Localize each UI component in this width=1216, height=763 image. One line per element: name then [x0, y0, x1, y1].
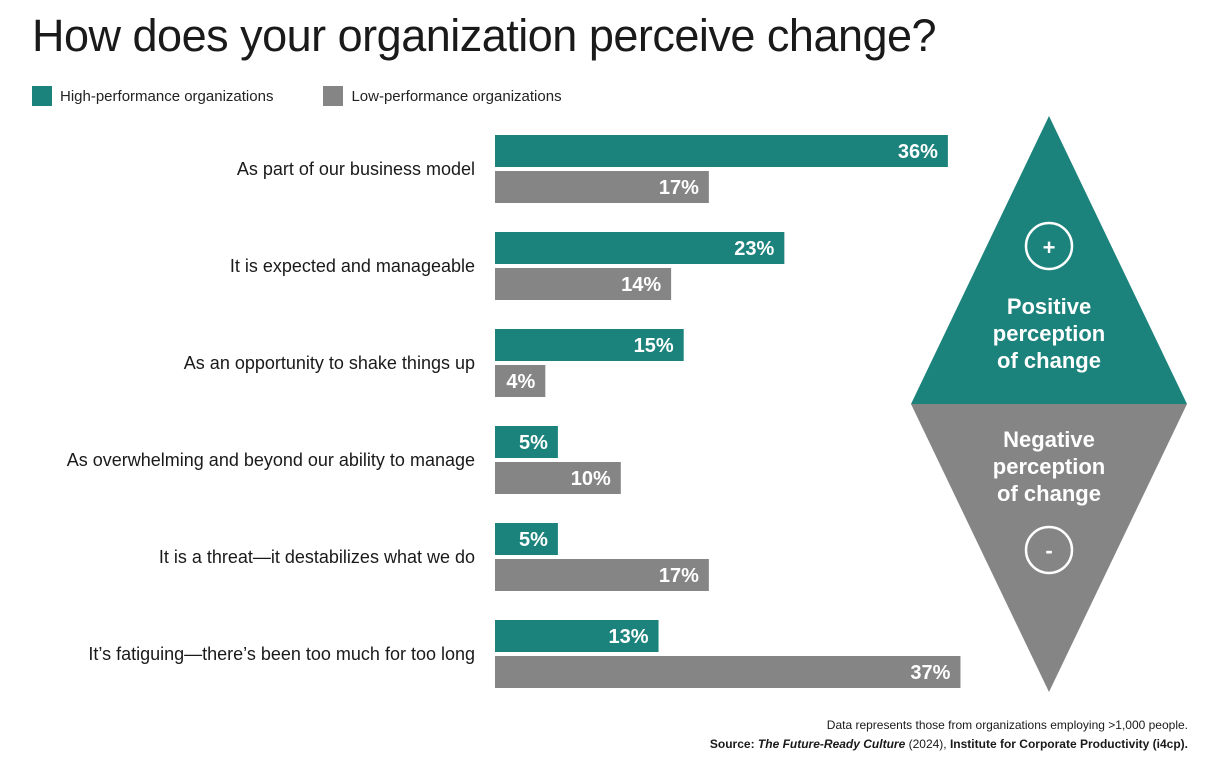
legend-swatch-high — [32, 86, 52, 106]
category-label: It is expected and manageable — [230, 256, 475, 276]
bars-layer: As part of our business model 36% 17% It is… — [67, 135, 961, 688]
bar-low — [495, 268, 672, 300]
source-year: (2024), — [905, 737, 950, 751]
positive-triangle — [911, 116, 1187, 404]
data-label-low: 17% — [659, 177, 699, 199]
bar-low — [495, 656, 961, 688]
positive-text-line-2: perception — [993, 321, 1105, 346]
bar-high — [495, 329, 684, 361]
perception-indicator: + Positive perception of change Negative… — [911, 116, 1187, 692]
plus-icon: + — [1043, 235, 1056, 260]
data-label-high: 5% — [519, 432, 548, 454]
bar-low — [495, 365, 546, 397]
chart-title: How does your organization perceive chan… — [32, 10, 937, 61]
bar-low — [495, 462, 621, 494]
legend-swatch-low — [323, 86, 344, 106]
category-label: As part of our business model — [237, 159, 475, 179]
data-label-low: 14% — [621, 274, 661, 296]
legend: High-performance organizations Low-perfo… — [32, 86, 612, 106]
positive-text-line-3: of change — [997, 348, 1101, 373]
source-line: Source: The Future-Ready Culture (2024),… — [710, 737, 1188, 751]
negative-text-line-1: Negative — [1003, 427, 1095, 452]
legend-label-low: Low-performance organizations — [351, 87, 562, 105]
category-label: As an opportunity to shake things up — [184, 353, 475, 373]
negative-text-line-2: perception — [993, 454, 1105, 479]
bar-high — [495, 620, 659, 652]
negative-triangle — [911, 404, 1187, 692]
legend-item-high: High-performance organizations — [32, 86, 273, 106]
source-prefix: Source: — [709, 737, 758, 751]
legend-label-high: High-performance organizations — [60, 87, 274, 105]
legend-item-low: Low-performance organizations — [323, 86, 562, 106]
category-label: As overwhelming and beyond our ability t… — [67, 450, 475, 470]
negative-text-line-3: of change — [997, 481, 1101, 506]
data-label-low: 10% — [571, 468, 611, 490]
bar-high — [495, 523, 558, 555]
bar-high — [495, 135, 948, 167]
data-label-low: 37% — [910, 662, 950, 684]
bar-high — [495, 232, 785, 264]
bar-high — [495, 426, 558, 458]
bar-low — [495, 171, 709, 203]
bar-low — [495, 559, 709, 591]
plus-circle-icon — [1024, 221, 1074, 271]
source-title: The Future-Ready Culture — [757, 737, 906, 751]
footnote: Data represents those from organizations… — [826, 718, 1188, 732]
category-label: It is a threat—it destabilizes what we d… — [159, 547, 475, 567]
source-org: Institute for Corporate Productivity (i4… — [949, 737, 1188, 751]
positive-text-line-1: Positive — [1007, 294, 1091, 319]
category-label: It’s fatiguing—there’s been too much for… — [88, 644, 475, 664]
data-label-high: 23% — [734, 238, 774, 260]
data-label-high: 15% — [634, 335, 674, 357]
data-label-low: 4% — [506, 371, 535, 393]
data-label-high: 5% — [519, 529, 548, 551]
data-label-high: 36% — [898, 141, 938, 163]
minus-icon: - — [1045, 538, 1052, 563]
data-label-high: 13% — [609, 626, 649, 648]
minus-circle-icon — [1024, 525, 1074, 575]
data-label-low: 17% — [659, 565, 699, 587]
